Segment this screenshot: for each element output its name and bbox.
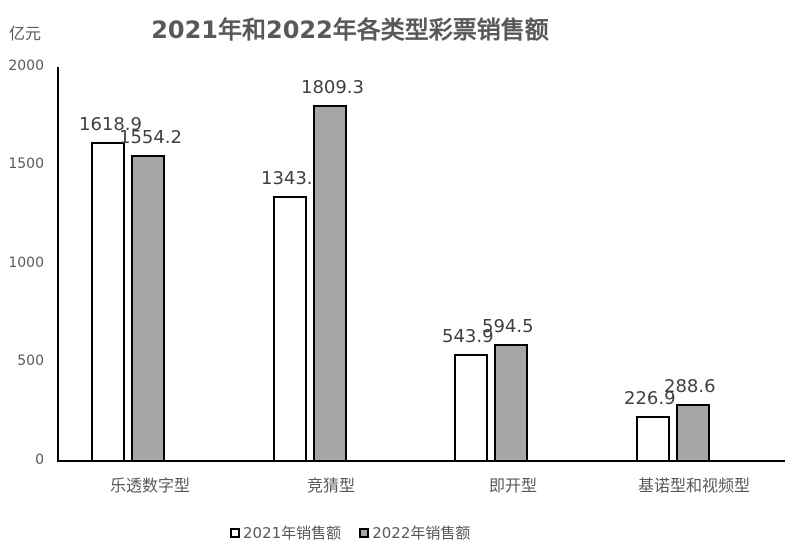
legend-swatch-icon bbox=[359, 527, 370, 538]
y-tick: 1500 bbox=[8, 156, 44, 172]
data-label: 1343.2 bbox=[261, 168, 324, 190]
category-label: 基诺型和视频型 bbox=[637, 476, 750, 495]
legend-label: 2022年销售额 bbox=[372, 524, 471, 542]
legend-item-2021[interactable]: 2021年销售额 bbox=[230, 522, 341, 543]
y-tick: 500 bbox=[17, 353, 44, 369]
y-tick: 2000 bbox=[8, 58, 44, 74]
data-label: 1554.2 bbox=[119, 126, 182, 148]
data-label: 1618.9 bbox=[79, 114, 142, 136]
data-label: 226.9 bbox=[624, 388, 676, 410]
bar[interactable] bbox=[454, 353, 488, 462]
bar[interactable] bbox=[91, 142, 125, 462]
data-label: 543.9 bbox=[442, 325, 494, 347]
legend-item-2022[interactable]: 2022年销售额 bbox=[359, 522, 470, 543]
bar[interactable] bbox=[131, 154, 165, 462]
legend-swatch-icon bbox=[230, 527, 240, 538]
category-label: 即开型 bbox=[488, 476, 537, 495]
category-label: 乐透数字型 bbox=[109, 476, 190, 495]
bar[interactable] bbox=[313, 104, 347, 462]
y-axis bbox=[57, 67, 59, 462]
legend-label: 2021年销售额 bbox=[243, 524, 342, 542]
chart-title: 2021年和2022年各类型彩票销售额 bbox=[151, 16, 549, 44]
bar[interactable] bbox=[273, 196, 307, 462]
bar[interactable] bbox=[676, 404, 710, 462]
y-tick: 0 bbox=[35, 452, 44, 468]
y-tick: 1000 bbox=[8, 255, 44, 271]
category-label: 竞猜型 bbox=[306, 476, 355, 495]
legend: 2021年销售额 2022年销售额 bbox=[230, 522, 470, 543]
data-label: 288.6 bbox=[664, 376, 716, 398]
x-axis bbox=[57, 460, 785, 462]
data-label: 594.5 bbox=[482, 315, 534, 337]
y-axis-unit: 亿元 bbox=[9, 24, 42, 43]
bar[interactable] bbox=[636, 416, 670, 462]
data-label: 1809.3 bbox=[301, 76, 364, 98]
bar[interactable] bbox=[494, 343, 528, 462]
